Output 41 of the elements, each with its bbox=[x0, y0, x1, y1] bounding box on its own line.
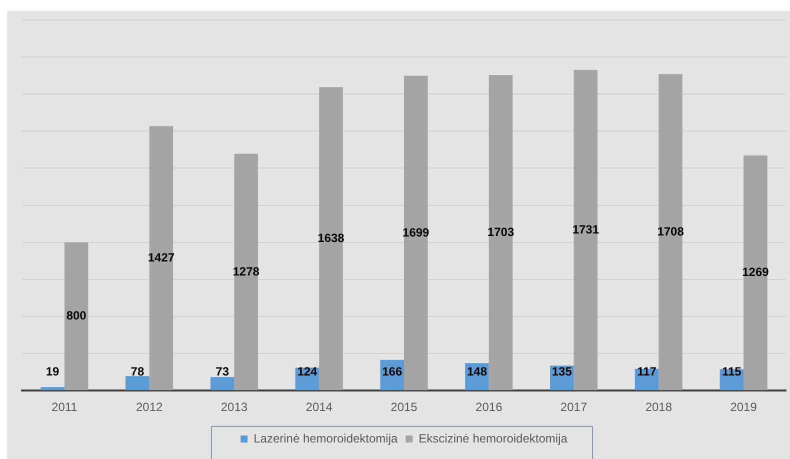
data-label: 1703 bbox=[487, 224, 514, 239]
legend-label: Lazerinė hemoroidektomija bbox=[254, 431, 398, 446]
data-label: 1731 bbox=[572, 222, 600, 236]
data-label: 135 bbox=[552, 364, 572, 378]
data-label: 800 bbox=[66, 308, 87, 323]
data-label: 1638 bbox=[318, 230, 345, 245]
bar bbox=[126, 376, 150, 390]
data-label: 1699 bbox=[402, 225, 430, 240]
bar bbox=[658, 74, 682, 390]
x-tick-label: 2016 bbox=[476, 400, 503, 414]
data-label: 117 bbox=[637, 364, 657, 378]
x-tick-label: 2014 bbox=[306, 400, 333, 414]
data-label: 148 bbox=[466, 364, 488, 378]
x-tick-label: 2018 bbox=[645, 400, 672, 414]
bar bbox=[488, 75, 513, 390]
bar bbox=[404, 76, 428, 390]
bar bbox=[64, 242, 88, 390]
bar bbox=[574, 70, 598, 390]
bar bbox=[40, 387, 64, 390]
bar bbox=[234, 154, 258, 390]
data-label: 124 bbox=[297, 364, 318, 378]
x-tick-label: 2012 bbox=[136, 400, 164, 414]
data-label: 1269 bbox=[742, 265, 770, 280]
data-label: 19 bbox=[46, 364, 60, 378]
data-label: 166 bbox=[382, 364, 402, 378]
data-label: 1278 bbox=[232, 264, 260, 278]
x-tick-label: 2017 bbox=[560, 400, 588, 414]
data-label: 73 bbox=[216, 364, 230, 378]
bar bbox=[149, 126, 174, 390]
x-tick-label: 2011 bbox=[52, 400, 78, 414]
data-label: 1708 bbox=[657, 224, 684, 238]
data-label: 115 bbox=[722, 364, 742, 378]
data-label: 78 bbox=[130, 364, 144, 378]
x-tick-label: 2015 bbox=[390, 400, 418, 414]
x-tick-label: 2013 bbox=[220, 400, 248, 414]
bar bbox=[319, 87, 343, 390]
bar bbox=[744, 155, 768, 390]
legend-label: Ekscizinė hemoroidektomija bbox=[418, 431, 568, 446]
bar bbox=[210, 377, 234, 390]
data-label: 1427 bbox=[148, 250, 175, 264]
x-tick-label: 2019 bbox=[730, 400, 758, 414]
